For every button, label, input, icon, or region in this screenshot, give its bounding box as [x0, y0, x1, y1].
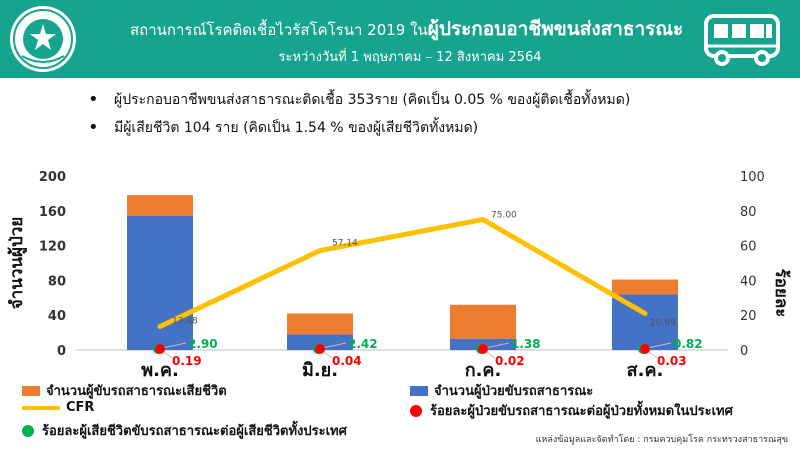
- y2-tick-label: 20: [740, 309, 757, 324]
- legend-cfr: CFR: [22, 400, 94, 415]
- title-prefix: สถานการณ์โรคติดเชื้อไวรัสโคโรนา 2019 ใน: [130, 21, 428, 39]
- pct-cases-label: 0.04: [332, 354, 362, 368]
- y2-tick-label: 60: [740, 240, 757, 255]
- legend-deaths-swatch: [22, 385, 40, 396]
- summary-bullet-cases: ผู้ประกอบอาชีพขนส่งสาธารณะติดเชื้อ 353รา…: [88, 86, 788, 114]
- legend-cases: จำนวนผู้ป่วยขับรถสาธารณะ: [410, 380, 593, 401]
- source-note: แหล่งข้อมูลและจัดทำโดย : กรมควบคุมโรค กร…: [535, 435, 788, 445]
- pct-cases-marker: [478, 344, 488, 354]
- summary-bullet-deaths: มีผู้เสียชีวิต 104 ราย (คิดเป็น 1.54 % ข…: [88, 114, 788, 142]
- cfr-data-label: 75.00: [491, 211, 517, 221]
- y-tick-label: 200: [39, 170, 66, 185]
- y-tick-label: 120: [39, 240, 66, 255]
- legend-pct-cases-swatch: [410, 404, 422, 417]
- y-tick-label: 40: [48, 309, 66, 324]
- x-tick-label: มิ.ย.: [302, 360, 338, 381]
- y-tick-label: 80: [48, 274, 66, 289]
- bar-deaths: [450, 304, 516, 339]
- pct-cases-marker: [315, 344, 325, 354]
- chart-legend: จำนวนผู้ขับรถสาธารณะเสียชีวิต จำนวนผู้ป่…: [0, 378, 800, 450]
- y2-tick-label: 40: [740, 274, 757, 289]
- bus-icon: [704, 14, 780, 66]
- title-emphasis: ผู้ประกอบอาชีพขนส่งสาธารณะ: [427, 18, 684, 40]
- page-title: สถานการณ์โรคติดเชื้อไวรัสโคโรนา 2019 ในผ…: [130, 14, 690, 44]
- page-subtitle: ระหว่างวันที่ 1 พฤษภาคม – 12 สิงหาคม 256…: [278, 50, 542, 65]
- y2-axis-title: ร้อยละ: [771, 269, 791, 318]
- pct-cases-marker: [155, 344, 165, 354]
- x-tick-label: ส.ค.: [627, 360, 664, 381]
- cfr-data-label: 13.48: [172, 317, 198, 327]
- summary-bullets: ผู้ประกอบอาชีพขนส่งสาธารณะติดเชื้อ 353รา…: [88, 86, 788, 142]
- pct-cases-marker: [640, 344, 650, 354]
- bar-deaths: [612, 279, 678, 295]
- y2-tick-label: 0: [740, 344, 748, 359]
- legend-cfr-swatch: [22, 405, 60, 410]
- bar-deaths: [287, 313, 353, 335]
- ministry-seal-icon: [10, 6, 76, 72]
- legend-pct-deaths: ร้อยละผู้เสียชีวิตขับรถสาธารณะต่อผู้เสีย…: [22, 420, 347, 441]
- cfr-data-label: 20.99: [650, 318, 676, 328]
- legend-pct-cases-label: ร้อยละผู้ป่วยขับรถสาธารณะต่อผู้ป่วยทั้งห…: [430, 404, 733, 419]
- pct-deaths-label: 2.42: [348, 337, 378, 351]
- pct-deaths-label: 1.38: [511, 337, 541, 351]
- bar-cases: [127, 216, 193, 350]
- y2-tick-label: 80: [740, 205, 757, 220]
- y2-tick-label: 100: [740, 170, 765, 185]
- pct-cases-label: 0.03: [657, 354, 687, 368]
- legend-deaths-label: จำนวนผู้ขับรถสาธารณะเสียชีวิต: [46, 384, 227, 399]
- pct-deaths-label: 2.90: [188, 337, 218, 351]
- legend-pct-deaths-label: ร้อยละผู้เสียชีวิตขับรถสาธารณะต่อผู้เสีย…: [42, 424, 347, 439]
- legend-pct-cases: ร้อยละผู้ป่วยขับรถสาธารณะต่อผู้ป่วยทั้งห…: [410, 400, 733, 421]
- y-tick-label: 0: [57, 344, 66, 359]
- legend-cases-swatch: [410, 385, 428, 396]
- legend-cases-label: จำนวนผู้ป่วยขับรถสาธารณะ: [434, 384, 594, 399]
- x-tick-label: ก.ค.: [465, 360, 502, 381]
- y-axis-title: จำนวนผู้ป่วย: [7, 217, 28, 310]
- bar-deaths: [127, 195, 193, 217]
- pct-cases-label: 0.02: [495, 354, 525, 368]
- pct-deaths-label: 0.82: [673, 337, 703, 351]
- cfr-data-label: 57.14: [332, 239, 358, 249]
- bar-cases: [287, 334, 353, 350]
- legend-cfr-label: CFR: [66, 400, 95, 415]
- x-tick-label: พ.ค.: [141, 360, 179, 381]
- y-tick-label: 160: [39, 205, 66, 220]
- pct-cases-label: 0.19: [172, 354, 202, 368]
- legend-deaths: จำนวนผู้ขับรถสาธารณะเสียชีวิต: [22, 380, 227, 401]
- cfr-line: [157, 217, 648, 330]
- legend-pct-deaths-swatch: [22, 424, 34, 437]
- header-banner: สถานการณ์โรคติดเชื้อไวรัสโคโรนา 2019 ในผ…: [0, 0, 800, 78]
